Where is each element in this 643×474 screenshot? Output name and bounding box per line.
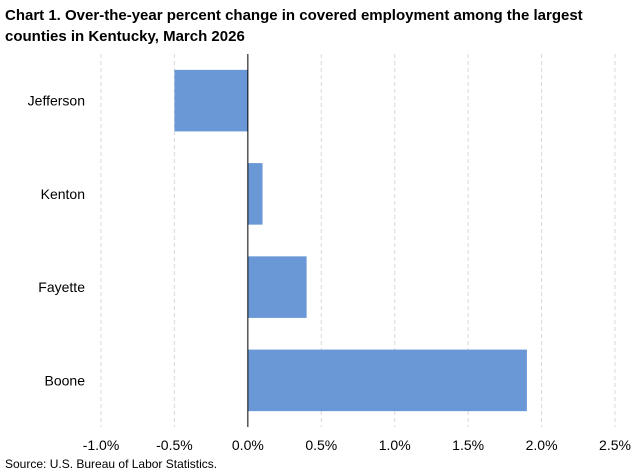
x-tick-label: -0.5% <box>156 437 193 453</box>
category-label: Fayette <box>38 279 85 295</box>
category-label: Jefferson <box>28 93 85 109</box>
bar-jefferson <box>174 69 248 132</box>
x-tick-label: 2.0% <box>526 437 558 453</box>
x-tick-label: 2.5% <box>599 437 631 453</box>
bar-fayette <box>247 256 307 318</box>
x-tick-label: 0.0% <box>232 437 264 453</box>
chart-source: Source: U.S. Bureau of Labor Statistics. <box>5 457 218 471</box>
x-tick-label: 1.0% <box>379 437 411 453</box>
chart-title: Chart 1. Over-the-year percent change in… <box>5 7 583 45</box>
x-tick-labels: -1.0% -0.5% 0.0% 0.5% 1.0% 1.5% 2.0% 2.5% <box>83 437 631 453</box>
x-tick-label: -1.0% <box>83 437 120 453</box>
x-tick-label: 0.5% <box>305 437 337 453</box>
bars <box>174 69 527 412</box>
bar-boone <box>247 349 527 412</box>
category-label: Boone <box>45 372 86 388</box>
bar-kenton <box>247 163 263 225</box>
category-labels: Jefferson Kenton Fayette Boone <box>28 93 86 389</box>
x-tick-label: 1.5% <box>452 437 484 453</box>
category-label: Kenton <box>41 186 85 202</box>
